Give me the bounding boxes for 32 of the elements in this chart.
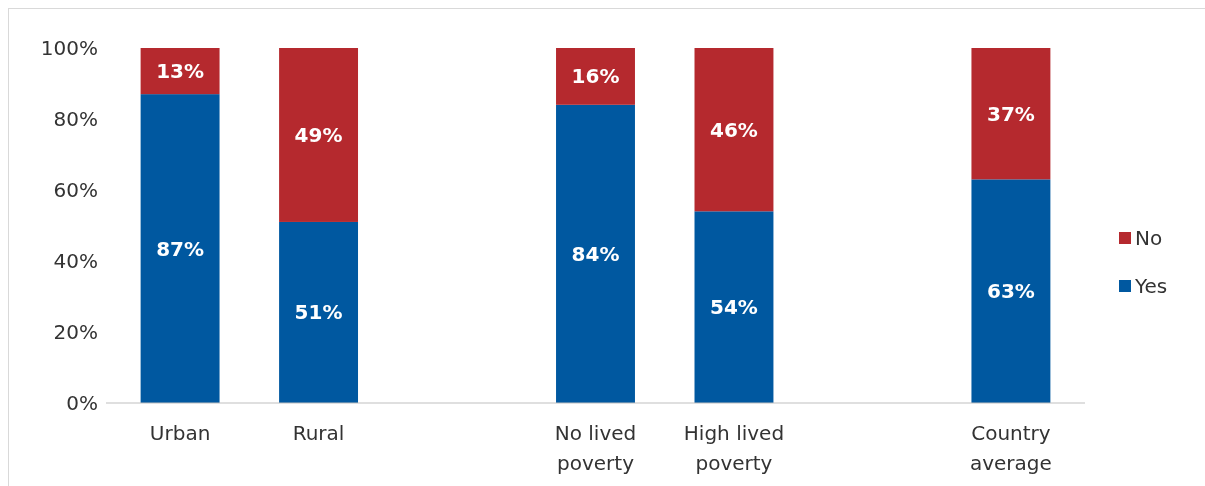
x-tick-label: Urban [149,421,211,445]
data-label: 37% [986,101,1035,126]
y-tick-label: 80% [53,107,98,131]
bar [556,48,635,105]
data-label: 84% [571,241,620,266]
data-label: 16% [571,64,620,89]
y-tick-label: 40% [53,249,98,273]
legend-label: Yes [1134,274,1168,298]
data-label: 51% [294,300,343,325]
bar [556,104,635,403]
data-label: 87% [156,236,205,261]
bar [694,211,774,403]
bar [279,221,359,403]
data-label: 63% [986,279,1035,304]
data-label: 54% [710,295,758,320]
data-label: 13% [156,59,205,84]
legend-label: No [1135,226,1163,250]
bar [694,48,774,212]
y-tick-label: 100% [40,36,98,60]
x-tick-label: Country average [969,421,1052,475]
data-label: 46% [710,117,758,142]
bar [971,179,1051,403]
bar [971,48,1051,180]
x-tick-label: No lived poverty [554,421,637,475]
x-tick-label: High lived poverty [683,421,785,475]
x-tick-label: Rural [292,421,345,445]
bar [140,94,220,403]
data-label: 49% [294,122,343,147]
y-tick-label: 0% [66,391,98,415]
y-tick-label: 60% [53,178,98,202]
bar [279,48,359,222]
y-tick-label: 20% [53,320,98,344]
